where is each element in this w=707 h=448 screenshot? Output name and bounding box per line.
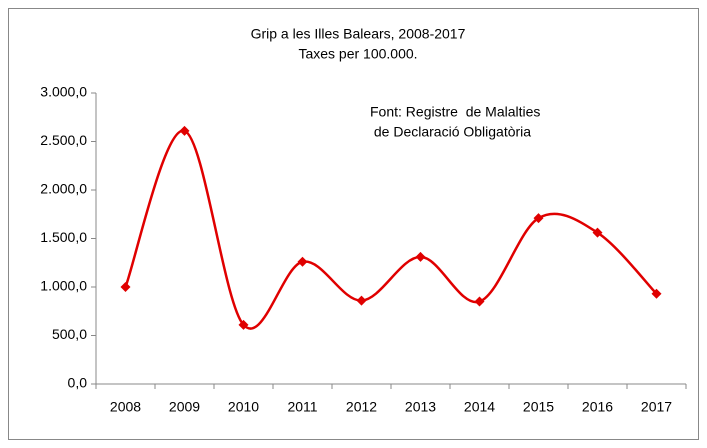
marker [651, 288, 662, 299]
x-tick-label: 2017 [641, 399, 672, 415]
x-tick-label: 2010 [228, 399, 259, 415]
marker [120, 282, 131, 292]
y-tick-label: 2.500,0 [40, 132, 87, 148]
y-tick-label: 1.000,0 [40, 278, 87, 294]
y-tick-label: 0,0 [68, 375, 88, 391]
marker [356, 295, 367, 306]
marker [179, 125, 190, 136]
y-tick-label: 1.500,0 [40, 229, 87, 245]
y-tick-label: 500,0 [52, 326, 87, 342]
marker [238, 319, 249, 330]
y-tick-label: 3.000,0 [40, 84, 87, 100]
x-tick-label: 2008 [110, 399, 141, 415]
x-tick-label: 2015 [523, 399, 554, 415]
marker [474, 296, 485, 307]
annotation: Font: Registre de Malalties [370, 104, 540, 120]
x-tick-label: 2011 [287, 399, 317, 415]
annotation: de Declaració Obligatòria [370, 124, 531, 140]
marker [297, 256, 308, 267]
marker [533, 213, 544, 224]
y-tick-label: 2.000,0 [40, 181, 87, 197]
x-tick-label: 2016 [582, 399, 613, 415]
x-tick-label: 2014 [464, 399, 495, 415]
chart-title: Grip a les Illes Balears, 2008-2017 [251, 26, 466, 42]
x-tick-label: 2013 [405, 399, 436, 415]
x-tick-label: 2012 [346, 399, 377, 415]
chart-border [8, 8, 699, 440]
chart-subtitle: Taxes per 100.000. [298, 46, 417, 62]
x-tick-label: 2009 [169, 399, 200, 415]
marker [415, 251, 426, 262]
marker [592, 227, 603, 238]
